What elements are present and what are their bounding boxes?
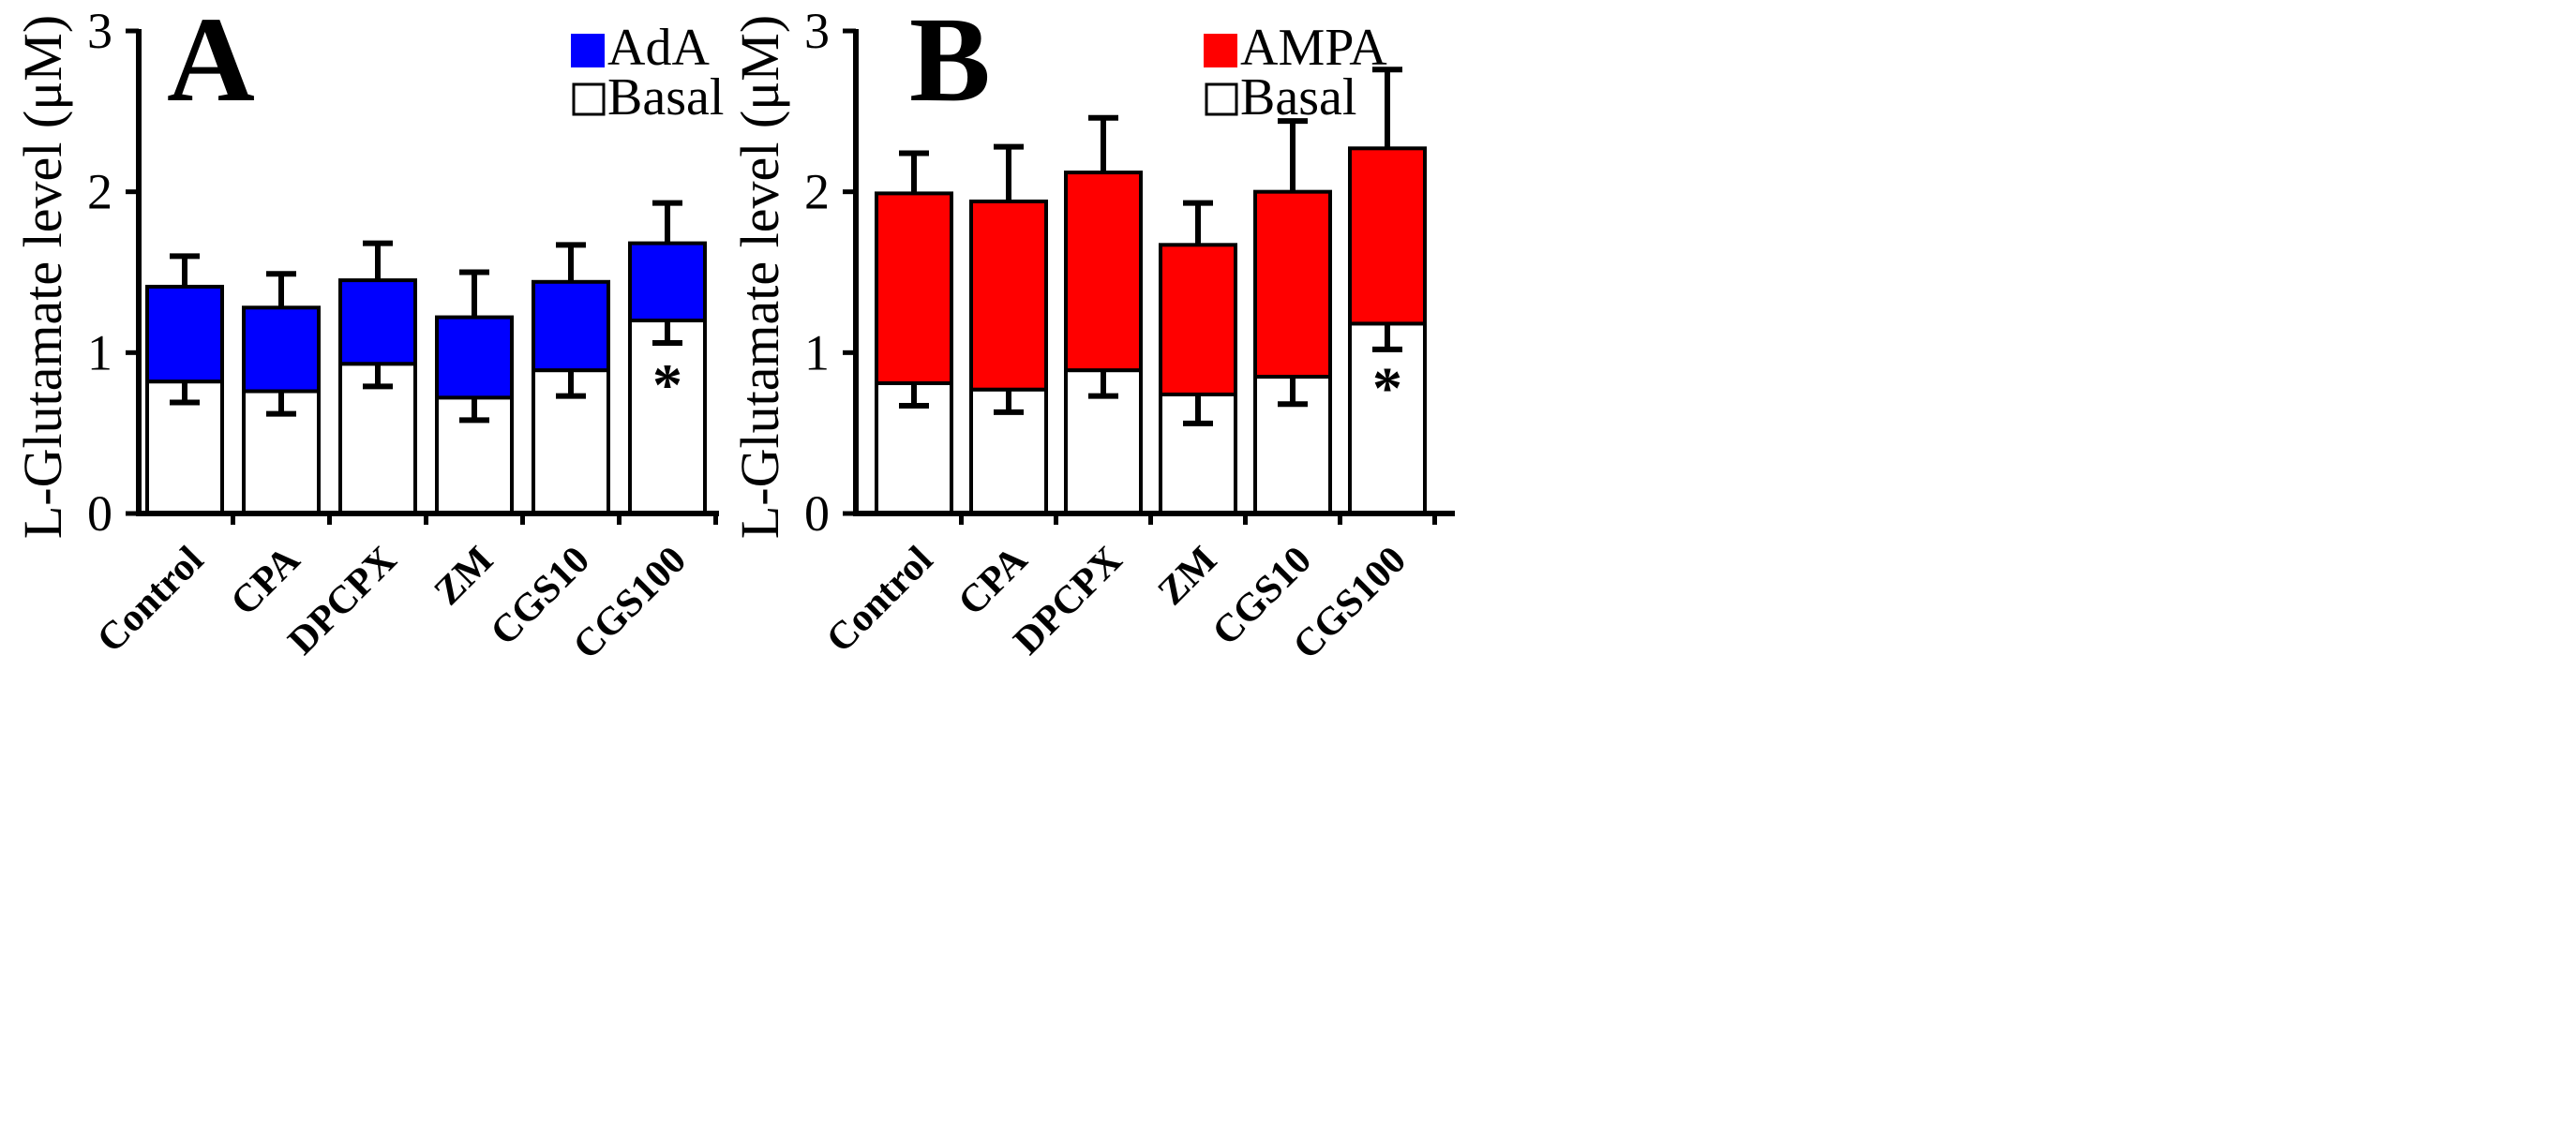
- bar-ampa-control: [875, 191, 953, 385]
- y-tick-label: 1: [804, 324, 830, 380]
- y-tick-label: 3: [804, 3, 830, 59]
- y-tick-label: 2: [804, 164, 830, 220]
- y-tick-label: 0: [804, 485, 830, 542]
- bar-ampa-zm: [1159, 243, 1237, 396]
- bar-ada-cpa: [242, 305, 321, 394]
- legend-label-basal: Basal: [1240, 68, 1356, 126]
- bar-ada-cgs100: [628, 241, 707, 323]
- category-label: DPCPX: [280, 539, 405, 663]
- bar-basal-cpa: [969, 387, 1048, 516]
- bar-ampa-cpa: [969, 199, 1048, 392]
- category-label: Control: [818, 539, 941, 662]
- panel-a: 0 1 2 3L-Glutamate level (μM) Control CPADPCP…: [12, 0, 724, 668]
- legend-swatch-ada: [571, 34, 605, 67]
- category-label: DPCPX: [1006, 539, 1131, 663]
- category-label: CPA: [223, 538, 309, 624]
- bar-ada-zm: [435, 315, 514, 400]
- bar-ampa-cgs100: [1348, 146, 1427, 326]
- category-label: CPA: [951, 538, 1037, 624]
- legend-label-basal: Basal: [607, 68, 724, 126]
- legend-label-ampa: AMPA: [1240, 19, 1387, 77]
- category-label: ZM: [427, 539, 502, 614]
- panel-b: 0 1 2 3L-Glutamate level (μM) Control CPADPCP…: [729, 0, 1455, 668]
- bar-basal-cgs100: [628, 319, 707, 515]
- bar-ada-cgs10: [532, 279, 610, 373]
- panel-letter: A: [167, 0, 255, 127]
- significance-marker: *: [1372, 354, 1402, 421]
- bar-ampa-dpcpx: [1064, 171, 1143, 373]
- y-tick-label: 2: [87, 164, 112, 220]
- bar-ada-dpcpx: [338, 278, 417, 366]
- y-axis-label: L-Glutamate level (μM): [729, 15, 790, 539]
- bar-ampa-cgs10: [1253, 189, 1332, 379]
- bar-ada-control: [145, 284, 224, 384]
- y-tick-label: 0: [87, 485, 112, 542]
- y-tick-label: 1: [87, 324, 112, 380]
- legend-swatch-basal: [1205, 82, 1238, 116]
- legend-label-ada: AdA: [607, 19, 710, 77]
- legend-swatch-basal: [572, 82, 606, 116]
- category-label: Control: [89, 539, 212, 662]
- panel-letter: B: [909, 0, 991, 127]
- y-axis-label: L-Glutamate level (μM): [12, 15, 73, 539]
- category-label: ZM: [1150, 539, 1225, 614]
- significance-marker: *: [652, 351, 682, 418]
- y-tick-label: 3: [87, 3, 112, 59]
- legend-swatch-ampa: [1204, 34, 1237, 67]
